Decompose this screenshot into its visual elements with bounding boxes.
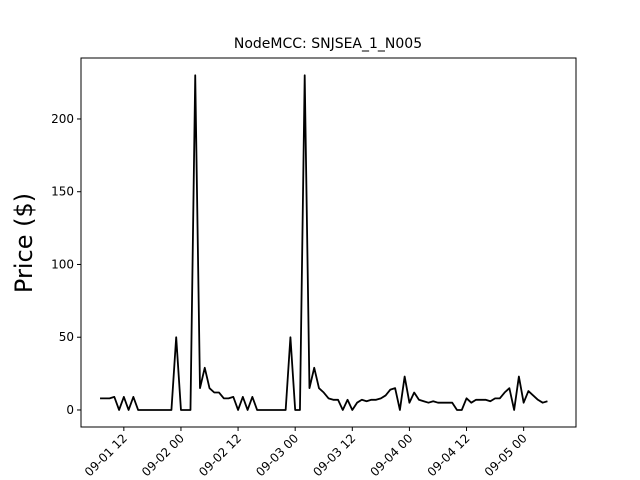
plot-frame [80, 57, 577, 428]
y-tick-label: 50 [59, 330, 74, 344]
chart-title: NodeMCC: SNJSEA_1_N005 [234, 36, 422, 52]
x-tick-label: 09-04 12 [425, 431, 473, 479]
x-tick-label: 09-02 00 [139, 431, 187, 479]
x-tick-label: 09-05 00 [482, 431, 530, 479]
x-tick-label: 09-04 00 [367, 431, 415, 479]
price-line [100, 74, 548, 411]
x-tick-label: 09-01 12 [82, 431, 130, 479]
x-tick-label: 09-03 12 [310, 431, 358, 479]
y-tick-label: 100 [51, 257, 74, 271]
x-tick-label: 09-02 12 [196, 431, 244, 479]
y-tick-label: 200 [51, 112, 74, 126]
y-tick-label: 150 [51, 185, 74, 199]
x-tick-label: 09-03 00 [253, 431, 301, 479]
y-axis-label: Price ($) [10, 193, 38, 293]
y-tick-label: 0 [66, 403, 74, 417]
